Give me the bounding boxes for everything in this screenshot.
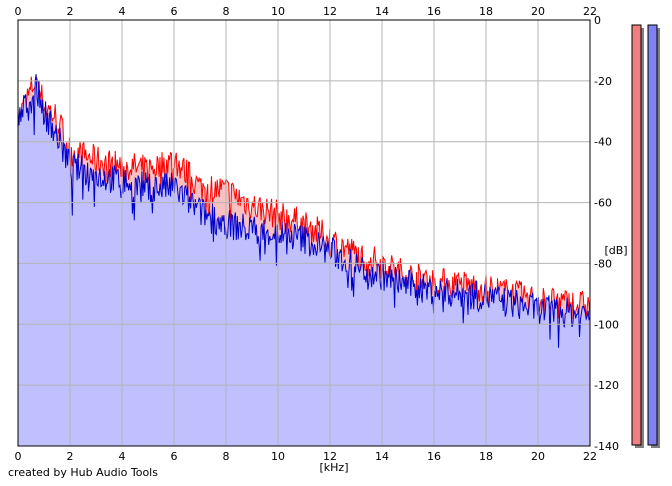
- y-tick-label: -20: [594, 75, 612, 88]
- x-tick-label-top: 20: [531, 5, 545, 18]
- series-2-area: [18, 74, 590, 446]
- x-tick-label-top: 14: [375, 5, 389, 18]
- y-tick-label: -140: [594, 440, 619, 453]
- x-tick-label-top: 12: [323, 5, 337, 18]
- x-tick-label-top: 16: [427, 5, 441, 18]
- x-tick-label-bottom: 16: [427, 450, 441, 463]
- x-tick-label-bottom: 6: [171, 450, 178, 463]
- x-tick-label-bottom: 20: [531, 450, 545, 463]
- y-tick-label: -60: [594, 197, 612, 210]
- x-tick-label-bottom: 4: [119, 450, 126, 463]
- series-2-line: [17, 74, 591, 348]
- credit-text: created by Hub Audio Tools: [8, 466, 158, 479]
- y-tick-label: -80: [594, 257, 612, 270]
- x-tick-label-bottom: 2: [67, 450, 74, 463]
- y-tick-label: -120: [594, 379, 619, 392]
- level-meters: [631, 24, 660, 448]
- x-tick-label-top: 4: [119, 5, 126, 18]
- x-tick-label-bottom: 18: [479, 450, 493, 463]
- x-tick-label-bottom: 22: [583, 450, 597, 463]
- y-tick-label: 0: [594, 14, 601, 27]
- grid-layer: [18, 20, 590, 446]
- x-tick-label-bottom: 10: [271, 450, 285, 463]
- y-axis-label: [dB]: [604, 244, 627, 257]
- y-tick-label: -100: [594, 318, 619, 331]
- y-tick-label: -40: [594, 136, 612, 149]
- x-tick-label-bottom: 14: [375, 450, 389, 463]
- left-channel-meter: [631, 24, 642, 446]
- plot-border: [17, 19, 591, 447]
- x-tick-label-top: 8: [223, 5, 230, 18]
- x-tick-label-bottom: 8: [223, 450, 230, 463]
- x-tick-label-top: 2: [67, 5, 74, 18]
- x-tick-label-top: 6: [171, 5, 178, 18]
- x-axis-label: [kHz]: [320, 461, 349, 474]
- series-layer: [17, 74, 591, 447]
- x-tick-label-top: 0: [15, 5, 22, 18]
- x-tick-label-top: 18: [479, 5, 493, 18]
- x-tick-label-bottom: 0: [15, 450, 22, 463]
- right-channel-meter: [647, 24, 658, 446]
- x-tick-label-top: 10: [271, 5, 285, 18]
- x-tick-label-bottom: 12: [323, 450, 337, 463]
- ticks-layer: 002244668810101212141416161818202022220-…: [15, 5, 619, 463]
- x-tick-label-top: 22: [583, 5, 597, 18]
